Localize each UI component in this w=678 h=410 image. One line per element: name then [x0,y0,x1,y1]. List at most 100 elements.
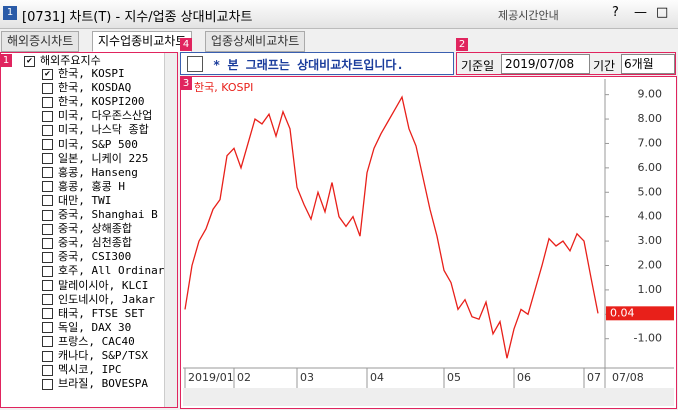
item-label: 멕시코, IPC [58,363,122,377]
badge: 4 [180,38,192,51]
checkbox[interactable] [42,167,53,179]
checkbox[interactable] [42,153,53,165]
x-tick-label: 2019/01 [188,371,234,384]
item-label: 홍콩, 홍콩 H [58,179,125,193]
help-link[interactable]: 제공시간안내 [498,9,559,22]
checkbox[interactable] [42,350,53,362]
y-tick-label: 5.00 [638,185,663,198]
item-label: 말레이시아, KLCI [58,278,149,292]
item-label: 한국, KOSPI200 [58,95,145,109]
item-label: 대만, TWI [58,193,112,207]
checkbox[interactable] [42,364,53,376]
checkbox[interactable] [42,322,53,334]
tree-item[interactable]: 한국, KOSPI200 [42,95,144,109]
item-label: 독일, DAX 30 [58,320,132,334]
tree-item[interactable]: 인도네시아, Jakar [42,293,155,307]
y-tick-label: 6.00 [638,161,663,174]
checkbox[interactable] [42,110,53,122]
window-button[interactable]: □ [656,5,669,20]
x-tick-label: 04 [370,371,384,384]
item-label: 해외주요지수 [40,54,101,67]
checkbox[interactable] [42,181,53,193]
x-end-label: 07/08 [612,371,644,384]
checkbox[interactable] [42,237,53,249]
tree-item[interactable]: 호주, All Ordinar [42,264,164,278]
panel-toggle[interactable] [187,56,203,72]
last-value-label: 0.04 [610,306,635,319]
checkbox[interactable] [42,280,53,291]
legend-entry: 한국, KOSPI [194,81,253,94]
checkbox[interactable]: ✔ [42,68,53,80]
tree-item[interactable]: 중국, CSI300 [42,250,131,264]
badge: 2 [456,38,468,51]
tree-panel [0,52,178,408]
last-value-box [606,306,674,321]
window-button[interactable]: — [634,5,647,20]
checkbox[interactable] [42,195,53,207]
item-label: 한국, KOSPI [58,67,125,80]
checkbox[interactable] [42,96,53,108]
checkbox[interactable] [42,124,53,136]
tree-item[interactable]: 홍콩, Hanseng [42,166,138,180]
checkbox[interactable] [42,139,53,150]
checkbox[interactable] [42,336,53,348]
tree-item[interactable]: 캐나다, S&P/TSX [42,349,148,363]
tree-item[interactable]: 미국, 다우존스산업 [42,109,152,123]
date-input[interactable]: 2019/07/08 [501,54,590,74]
item-label: 홍콩, Hanseng [58,165,138,179]
scrollbar[interactable] [164,53,177,407]
tree-item[interactable]: ✔ 한국, KOSPI [42,67,125,81]
y-tick-label: 3.00 [638,234,663,247]
checkbox[interactable] [42,82,53,94]
date-bar: 기준일 2019/07/08 기간 6개월 [456,52,676,75]
tree-item[interactable]: 태국, FTSE SET [42,307,144,321]
tree-item[interactable]: 미국, S&P 500 [42,138,138,152]
tree-item[interactable]: 일본, 니케이 225 [42,152,148,166]
tree-item[interactable]: 미국, 나스닥 종합 [42,123,149,137]
item-label: 프랑스, CAC40 [58,334,135,348]
y-tick-label: 7.00 [638,136,663,149]
tree-item[interactable]: 중국, Shanghai B [42,208,158,222]
line-series [184,95,599,359]
chart: 9.008.007.006.005.004.003.002.001.000.00… [180,76,677,409]
period-select[interactable]: 6개월 [621,54,675,74]
tree-item[interactable]: 독일, DAX 30 [42,321,131,335]
tree-item[interactable]: 말레이시아, KLCI [42,279,148,293]
tree-item[interactable]: 대만, TWI [42,194,111,208]
checkbox[interactable] [42,378,53,390]
y-tick-label: -1.00 [634,332,662,345]
tab[interactable]: 해외증시차트 [1,31,80,52]
tab[interactable]: 지수업종비교차트 [92,31,193,52]
item-label: 태국, FTSE SET [58,306,145,320]
window-button[interactable]: ? [612,5,619,20]
tree-item[interactable]: 중국, 상해종합 [42,222,132,236]
tree-item[interactable]: 한국, KOSDAQ [42,81,131,95]
tree-item[interactable]: 멕시코, IPC [42,363,121,377]
item-label: 한국, KOSDAQ [58,81,132,95]
item-label: 미국, S&P 500 [58,137,138,151]
item-label: 중국, 심천종합 [58,236,132,250]
tree-item[interactable]: ✔ 해외주요지수 [24,54,101,68]
tree-item[interactable]: 중국, 심천종합 [42,236,132,250]
x-tick-label: 02 [237,371,251,384]
badge: 3 [180,77,192,90]
item-label: 중국, Shanghai B [58,208,158,221]
item-label: 브라질, BOVESPA [58,377,148,391]
checkbox[interactable] [42,265,53,277]
item-label: 중국, CSI300 [58,250,132,264]
tree-item[interactable]: 홍콩, 홍콩 H [42,180,125,194]
checkbox[interactable] [42,308,53,320]
notice: * 본 그래프는 상대비교차트입니다. [213,58,404,72]
chart-scrollbar[interactable] [183,388,674,406]
y-tick-label: 8.00 [638,112,663,125]
checkbox[interactable] [42,251,53,263]
item-label: 인도네시아, Jakar [58,292,155,306]
tab[interactable]: 업종상세비교차트 [205,31,306,52]
tree-item[interactable]: 브라질, BOVESPA [42,377,148,391]
checkbox[interactable] [42,223,53,235]
checkbox[interactable] [42,209,53,221]
checkbox[interactable] [42,294,53,306]
x-tick-label: 05 [447,371,461,384]
checkbox[interactable]: ✔ [24,55,35,67]
tree-item[interactable]: 프랑스, CAC40 [42,335,135,349]
